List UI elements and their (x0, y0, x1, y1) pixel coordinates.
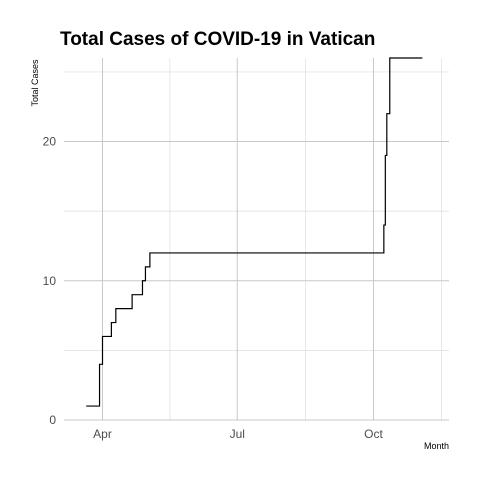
x-tick-label: Oct (364, 427, 383, 441)
y-tick-label: 0 (49, 413, 56, 427)
chart-title: Total Cases of COVID-19 in Vatican (60, 29, 375, 50)
x-tick-labels: Apr Jul Oct (93, 427, 383, 441)
x-tick-label: Apr (93, 427, 112, 441)
y-tick-label: 20 (43, 135, 57, 149)
grid (64, 58, 449, 421)
y-tick-label: 10 (43, 274, 57, 288)
series-line (86, 57, 423, 407)
x-axis-title: Month (424, 441, 449, 451)
y-axis-title: Total Cases (30, 59, 40, 107)
y-tick-labels: 0 10 20 (43, 135, 57, 427)
x-tick-label: Jul (230, 427, 245, 441)
